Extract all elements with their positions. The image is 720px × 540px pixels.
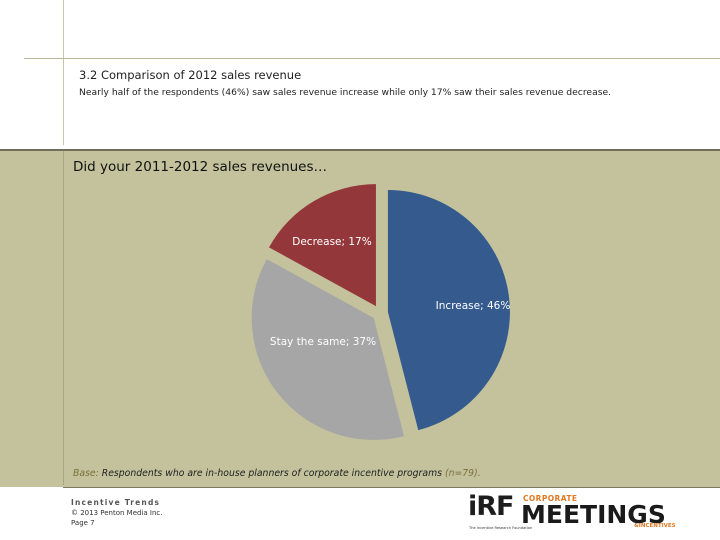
question-title: Did your 2011-2012 sales revenues… <box>73 159 328 175</box>
footer: Incentive Trends © 2013 Penton Media Inc… <box>71 498 163 528</box>
pie-data-label-decrease: Decrease; 17% <box>292 236 371 248</box>
corporate-meetings-logo: CORPORATE MEETINGS &INCENTIVES <box>521 494 683 534</box>
base-note: Base: Respondents who are in-house plann… <box>73 468 481 479</box>
pie-slice-stay-the-same <box>251 259 405 440</box>
irf-logo-tagline: The Incentive Research Foundation <box>469 526 533 530</box>
pie-slices <box>251 184 510 440</box>
footer-page-number: Page 7 <box>71 519 95 527</box>
cmi-logo-bottom: &INCENTIVES <box>634 523 676 529</box>
pie-data-label-stay-the-same: Stay the same; 37% <box>270 336 376 348</box>
decorative-vertical-rule <box>63 0 64 145</box>
base-note-n: (n=79). <box>444 468 481 479</box>
pie-slice-increase <box>387 189 510 431</box>
irf-logo: iRF The Incentive Research Foundation <box>468 491 532 537</box>
cmi-logo-top: CORPORATE <box>523 494 578 503</box>
base-note-prefix: Base: <box>73 468 99 479</box>
cmi-logo-main: MEETINGS <box>521 500 666 529</box>
header-rule <box>24 58 720 59</box>
section-title: 3.2 Comparison of 2012 sales revenue <box>79 68 302 82</box>
footer-rule <box>63 487 720 488</box>
pie-slice-decrease <box>269 184 376 307</box>
base-note-text: Respondents who are in-house planners of… <box>101 468 442 479</box>
panel-vertical-rule <box>63 151 64 485</box>
footer-copyright: © 2013 Penton Media Inc. <box>71 509 163 517</box>
pie-labels: Increase; 46% Stay the same; 37% Decrease;… <box>270 236 510 348</box>
section-subtitle: Nearly half of the respondents (46%) saw… <box>79 87 612 98</box>
footer-brand: Incentive Trends <box>71 498 161 507</box>
irf-logo-text: iRF <box>468 491 514 522</box>
pie-data-label-increase: Increase; 46% <box>436 300 511 312</box>
